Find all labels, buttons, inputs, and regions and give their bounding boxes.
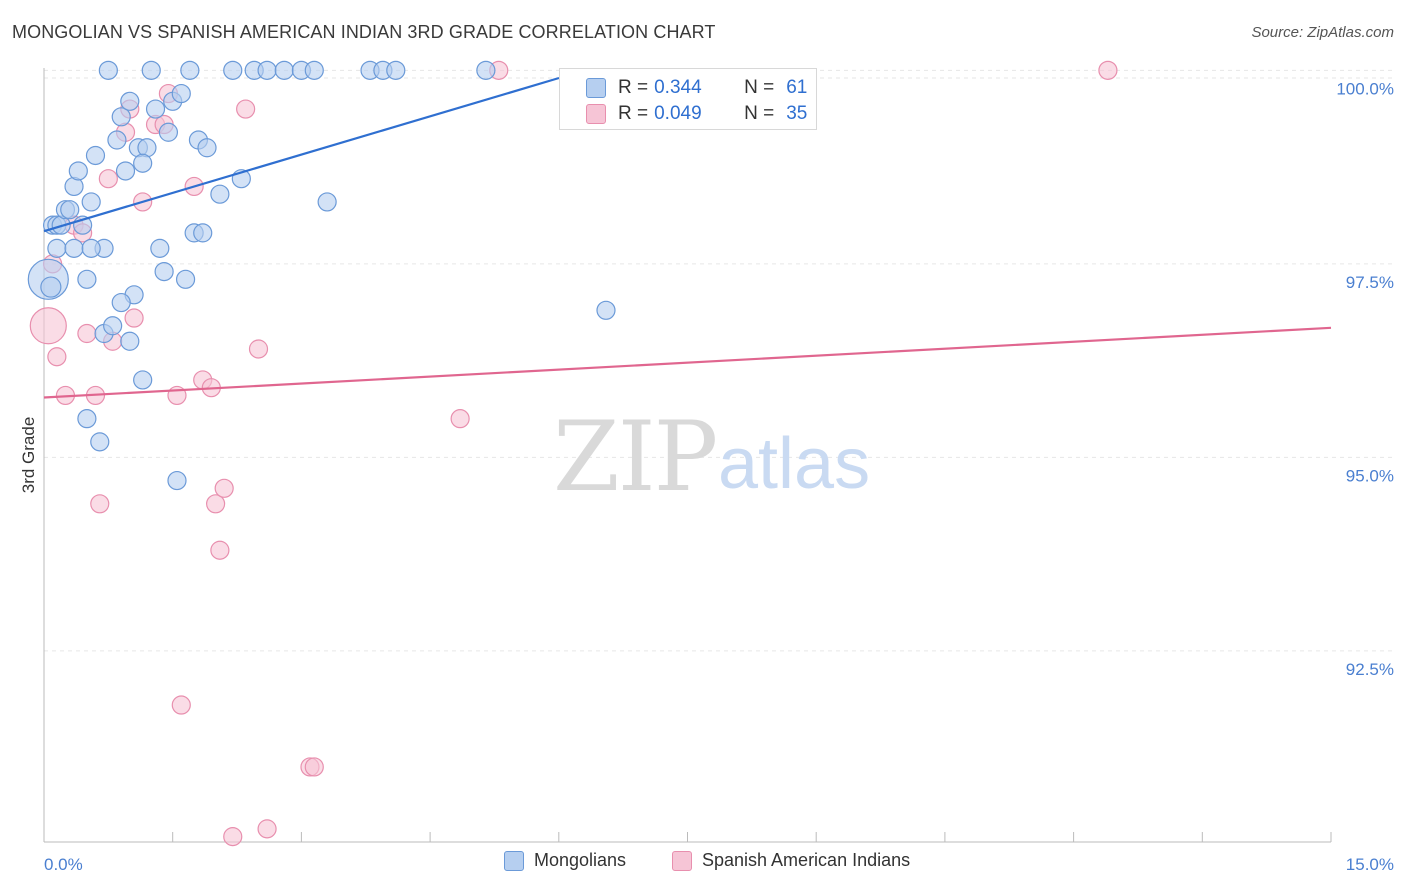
spanish-american-indians-point: [210, 540, 230, 560]
mongolians-point: [64, 238, 84, 258]
y-tick-labels: 100.0% 97.5% 95.0% 92.5%: [1336, 79, 1394, 679]
y-tick-label: 100.0%: [1336, 79, 1394, 98]
watermark: ZIP atlas: [553, 401, 870, 513]
mongolians-point: [107, 130, 127, 150]
mongolians-point: [223, 60, 243, 80]
spanish-american-indians-point: [29, 307, 67, 345]
mongolians-trend-line: [43, 76, 560, 233]
mongolians-point: [145, 99, 166, 119]
correlation-legend: R = 0.344 N = 61 R = 0.049 N = 35: [559, 68, 817, 130]
legend-item-mongolians[interactable]: Mongolians: [504, 850, 626, 871]
x-tick-label-min: 0.0%: [44, 855, 83, 874]
legend-r-value: 0.049: [654, 103, 702, 124]
mongolians-point: [120, 91, 140, 111]
legend-n-label: N =: [744, 103, 775, 124]
mongolians-point: [257, 60, 277, 80]
y-tick-label: 95.0%: [1346, 466, 1394, 485]
mongolians-point: [40, 276, 62, 298]
legend-n-label: N =: [744, 77, 775, 98]
legend-swatch-mongolians: [504, 850, 524, 871]
spanish-american-indians-point: [171, 695, 191, 715]
mongolians-point: [77, 409, 97, 429]
spanish-american-indians-trend-line: [43, 326, 1332, 399]
mongolians-point: [171, 83, 191, 104]
mongolians-point: [60, 200, 80, 220]
mongolians-point: [47, 238, 67, 258]
mongolians-point: [120, 331, 140, 351]
mongolians-point: [197, 138, 217, 158]
mongolians-point: [154, 261, 174, 282]
trend-lines: [43, 76, 1332, 399]
mongolians-point: [141, 60, 161, 80]
mongolians-point: [167, 470, 187, 491]
mongolians-point: [90, 432, 110, 452]
watermark-zip-text: ZIP: [553, 401, 716, 513]
spanish-american-indians-point: [77, 323, 97, 344]
mongolians-point: [193, 223, 213, 243]
legend-swatch-spanish-american-indians: [586, 104, 606, 124]
mongolians-point: [596, 300, 616, 320]
mongolians-point: [111, 107, 131, 127]
axes-layer: [43, 68, 1331, 843]
y-tick-label: 92.5%: [1346, 660, 1394, 679]
mongolians-point: [77, 269, 97, 289]
y-tick-label: 97.5%: [1346, 273, 1394, 292]
mongolians-point: [81, 238, 101, 258]
spanish-american-indians-point: [257, 819, 277, 839]
series-legend: Mongolians Spanish American Indians: [0, 850, 1406, 878]
mongolians-point: [115, 161, 136, 181]
mongolians-point: [158, 122, 179, 142]
mongolians-point: [304, 60, 324, 80]
legend-n-value: 61: [786, 77, 808, 98]
mongolians-point: [386, 60, 406, 80]
spanish-american-indians-point: [214, 478, 234, 498]
spanish-american-indians-point: [1098, 60, 1118, 80]
spanish-american-indians-point: [47, 347, 67, 367]
mongolians-point: [68, 161, 88, 181]
mongolians-point: [111, 292, 131, 313]
legend-swatch-spanish-american-indians: [672, 850, 692, 871]
mongolians-point: [85, 145, 106, 166]
mongolians-point: [133, 370, 153, 390]
spanish-american-indians-point: [124, 308, 144, 328]
mongolians-point: [81, 192, 101, 212]
source-label: Source: ZipAtlas.com: [1251, 24, 1394, 41]
spanish-american-indians-point: [98, 169, 118, 189]
spanish-american-indians-point: [236, 99, 256, 119]
spanish-american-indians-point: [248, 339, 269, 359]
mongolians-point: [133, 153, 153, 173]
legend-label-mongolians: Mongolians: [534, 850, 627, 870]
mongolians-point: [103, 316, 123, 336]
legend-swatch-mongolians: [586, 78, 606, 98]
y-axis-label: 3rd Grade: [19, 417, 38, 494]
spanish-american-indians-point: [90, 494, 110, 514]
legend-r-value: 0.344: [654, 77, 702, 98]
mongolians-point: [175, 269, 196, 289]
mongolians-point: [274, 60, 294, 80]
mongolians-point: [317, 192, 337, 212]
legend-label-spanish-american-indians: Spanish American Indians: [702, 850, 911, 870]
legend-r-label: R =: [618, 103, 649, 124]
mongolians-point: [98, 60, 118, 80]
spanish-american-indians-point: [206, 494, 226, 514]
legend-item-spanish-american-indians[interactable]: Spanish American Indians: [672, 850, 910, 871]
mongolians-point: [150, 238, 170, 258]
legend-n-value: 35: [786, 103, 808, 124]
spanish-american-indians-point: [304, 757, 324, 777]
legend-row-mongolians: R = 0.344 N = 61: [586, 77, 808, 99]
spanish-american-indians-point: [450, 409, 470, 429]
mongolians-point: [210, 184, 230, 204]
legend-r-label: R =: [618, 77, 649, 98]
mongolians-points: [27, 60, 616, 491]
legend-row-spanish-american-indians: R = 0.049 N = 35: [586, 103, 808, 125]
spanish-american-indians-point: [223, 827, 243, 847]
watermark-atlas-text: atlas: [718, 424, 870, 504]
chart-title: MONGOLIAN VS SPANISH AMERICAN INDIAN 3RD…: [12, 22, 716, 42]
x-tick-label-max: 15.0%: [1346, 855, 1394, 874]
mongolians-point: [180, 60, 200, 80]
mongolians-point: [476, 60, 496, 80]
